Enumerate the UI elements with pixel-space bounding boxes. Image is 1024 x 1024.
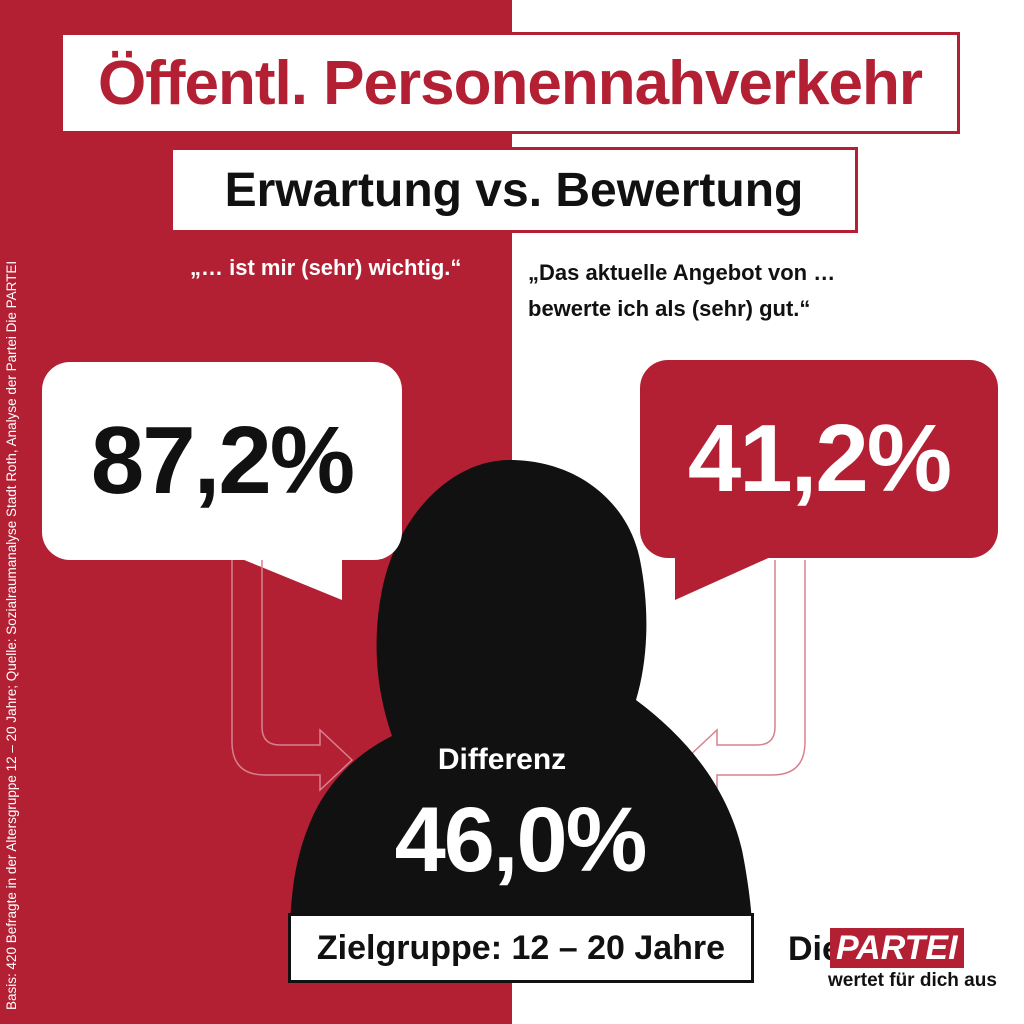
party-logo: Die PARTEI wertet für dich aus: [788, 926, 998, 996]
bubble-right-tail: [675, 555, 775, 600]
bubble-left-tail: [232, 555, 342, 600]
subtitle-box: Erwartung vs. Bewertung: [170, 147, 858, 233]
arrow-left-outline-icon: [231, 560, 354, 792]
quote-right-line1: „Das aktuelle Angebot von …: [528, 260, 836, 285]
person-silhouette-icon: [290, 460, 752, 924]
difference-value: 46,0%: [394, 789, 648, 891]
logo-partei: PARTEI: [830, 928, 964, 968]
value-right: 41,2%: [687, 405, 952, 512]
target-group-box: Zielgruppe: 12 – 20 Jahre: [288, 913, 754, 983]
title-box: Öffentl. Personennahverkehr: [60, 32, 960, 134]
arrow-right-outline-icon: [683, 560, 806, 792]
bubble-left: 87,2%: [42, 362, 402, 560]
quote-right-line2: bewerte ich als (sehr) gut.“: [528, 296, 811, 321]
bubble-right: 41,2%: [640, 360, 998, 558]
difference-label: Differenz: [437, 743, 567, 776]
logo-claim: wertet für dich aus: [828, 970, 997, 991]
page-subtitle: Erwartung vs. Bewertung: [224, 163, 804, 217]
target-group: Zielgruppe: 12 – 20 Jahre: [316, 928, 726, 967]
value-left: 87,2%: [90, 407, 355, 514]
page-title: Öffentl. Personennahverkehr: [97, 48, 923, 118]
quote-left: „… ist mir (sehr) wichtig.“: [190, 255, 462, 280]
quote-right: „Das aktuelle Angebot von … bewerte ich …: [528, 255, 968, 327]
